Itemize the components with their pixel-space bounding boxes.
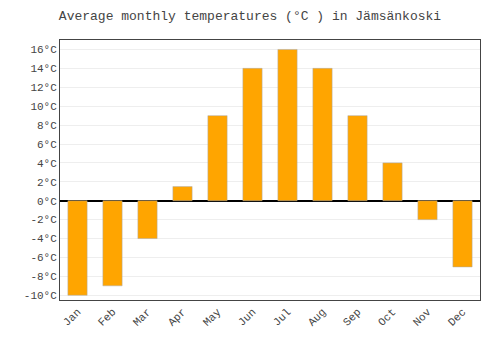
svg-text:Jul: Jul (271, 306, 293, 328)
svg-text:8°C: 8°C (37, 120, 57, 132)
svg-text:May: May (201, 306, 224, 329)
svg-text:-6°C: -6°C (30, 252, 57, 264)
svg-text:-2°C: -2°C (30, 214, 57, 226)
svg-text:Jan: Jan (61, 306, 83, 328)
svg-text:Apr: Apr (166, 306, 188, 328)
svg-text:12°C: 12°C (30, 82, 57, 94)
svg-text:14°C: 14°C (30, 63, 57, 75)
svg-text:Nov: Nov (411, 306, 434, 329)
svg-text:4°C: 4°C (37, 158, 57, 170)
svg-text:0°C: 0°C (37, 196, 57, 208)
svg-text:10°C: 10°C (30, 101, 57, 113)
svg-text:-10°C: -10°C (24, 290, 57, 302)
svg-text:Jun: Jun (236, 306, 258, 328)
svg-text:-8°C: -8°C (30, 271, 57, 283)
svg-text:Sep: Sep (341, 306, 363, 328)
svg-text:Average monthly temperatures (: Average monthly temperatures (°C ) in Jä… (59, 9, 441, 24)
svg-text:Dec: Dec (446, 306, 468, 328)
svg-text:-4°C: -4°C (30, 233, 57, 245)
svg-text:6°C: 6°C (37, 139, 57, 151)
svg-text:Feb: Feb (96, 306, 118, 328)
svg-text:Aug: Aug (306, 306, 328, 328)
svg-text:2°C: 2°C (37, 177, 57, 189)
svg-text:Mar: Mar (131, 306, 153, 328)
svg-text:16°C: 16°C (30, 44, 57, 56)
svg-text:Oct: Oct (376, 306, 398, 328)
